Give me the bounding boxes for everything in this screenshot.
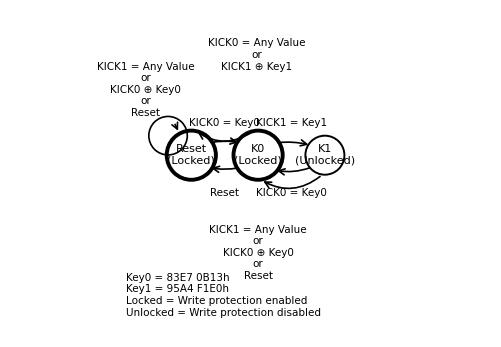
Text: KICK1 = Any Value
or
KICK0 ⊕ Key0
or
Reset: KICK1 = Any Value or KICK0 ⊕ Key0 or Res… [209, 225, 307, 281]
FancyArrowPatch shape [278, 140, 307, 146]
Text: Key0 = 83E7 0B13h
Key1 = 95A4 F1E0h
Locked = Write protection enabled
Unlocked =: Key0 = 83E7 0B13h Key1 = 95A4 F1E0h Lock… [126, 273, 321, 318]
Text: KICK0 = Any Value
or
KICK1 ⊕ Key1: KICK0 = Any Value or KICK1 ⊕ Key1 [208, 39, 306, 71]
Text: KICK0 = Key0: KICK0 = Key0 [256, 188, 327, 197]
FancyArrowPatch shape [211, 138, 236, 144]
FancyArrowPatch shape [265, 176, 320, 188]
FancyArrowPatch shape [199, 132, 252, 141]
Text: Reset
(Locked): Reset (Locked) [167, 144, 215, 166]
Text: KICK1 = Key1: KICK1 = Key1 [256, 118, 327, 128]
Text: Reset: Reset [210, 188, 239, 197]
Text: KICK0 = Key0: KICK0 = Key0 [189, 118, 260, 128]
FancyArrowPatch shape [279, 168, 310, 175]
Text: KICK1 = Any Value
or
KICK0 ⊕ Key0
or
Reset: KICK1 = Any Value or KICK0 ⊕ Key0 or Res… [97, 61, 195, 118]
Text: K1
(Unlocked): K1 (Unlocked) [295, 144, 355, 166]
Text: K0
(Locked): K0 (Locked) [234, 144, 282, 166]
FancyArrowPatch shape [213, 166, 238, 172]
